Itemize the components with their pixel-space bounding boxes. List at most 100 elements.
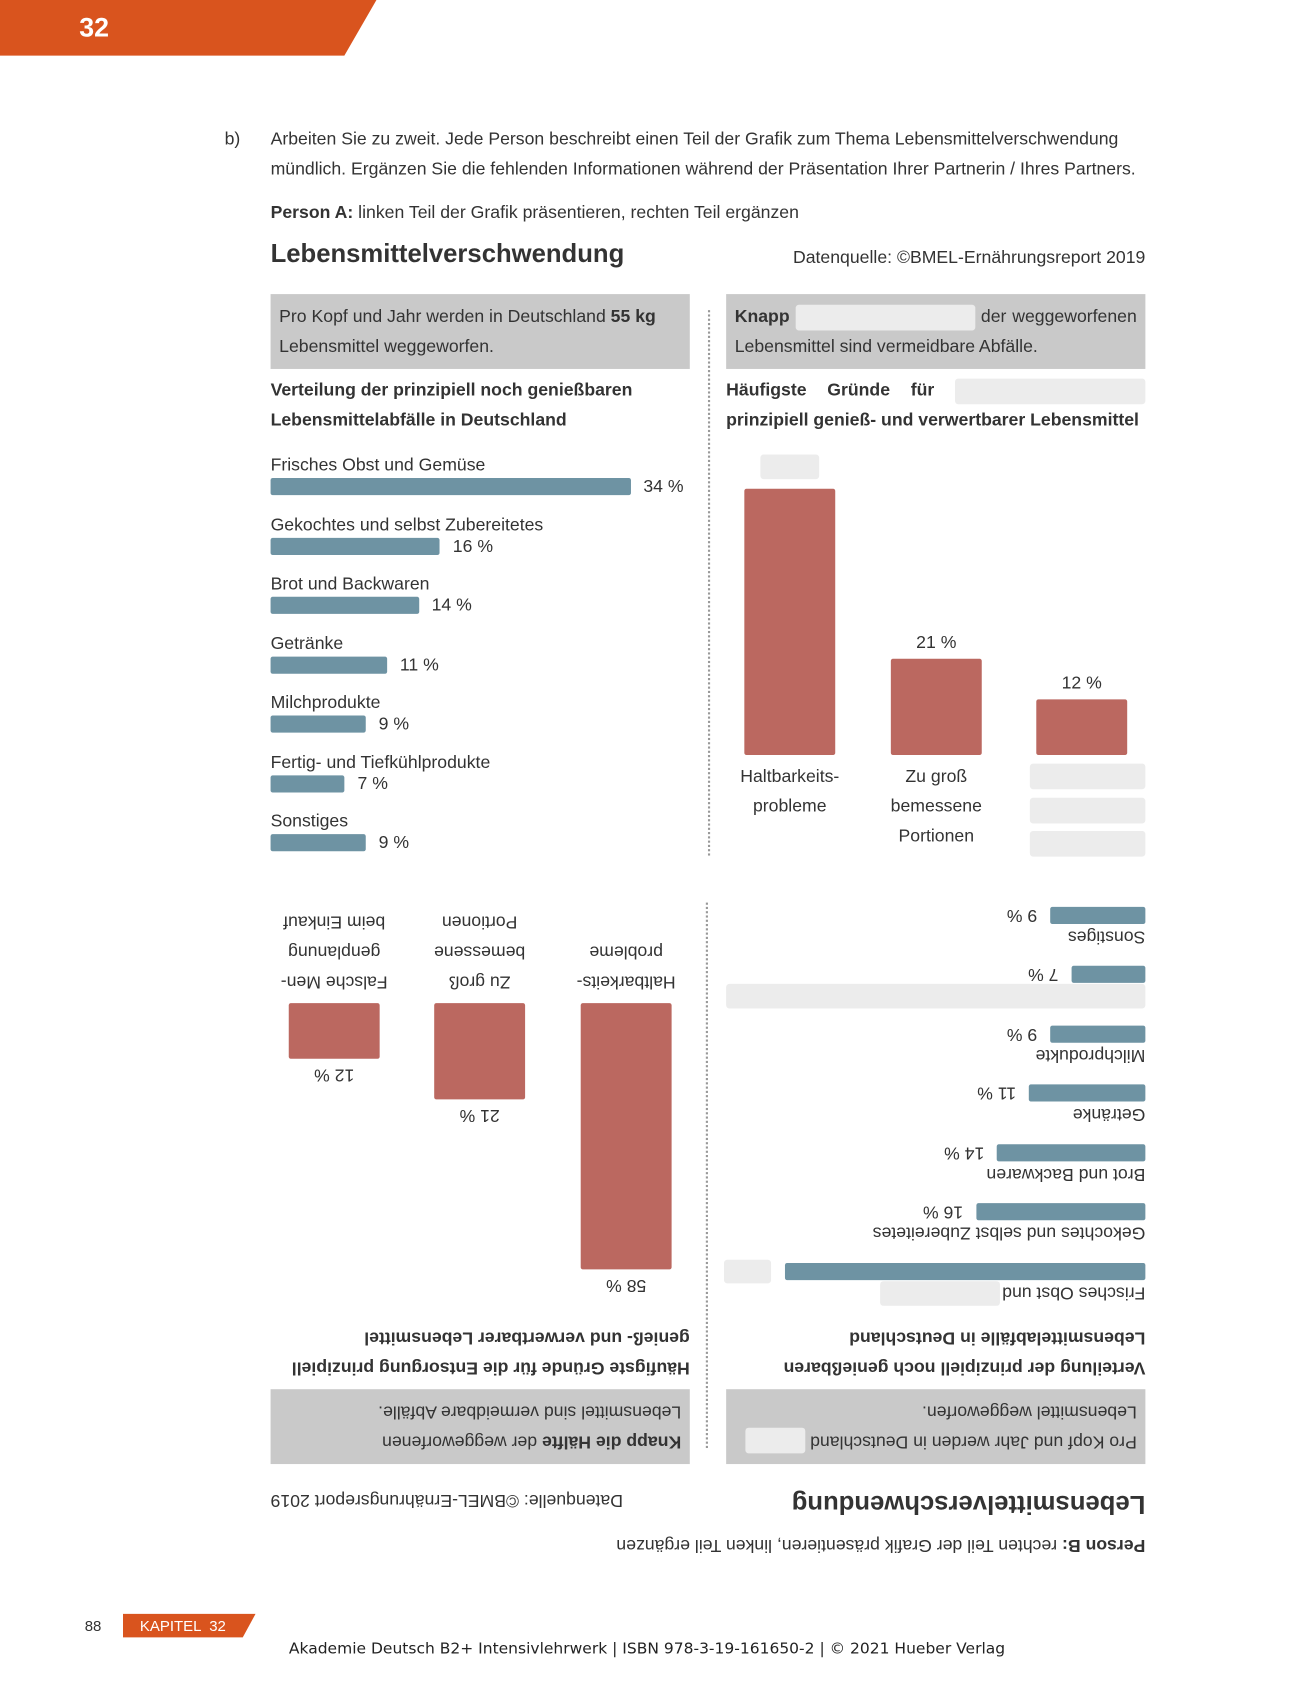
box-text: Lebensmittel weggeworfen. <box>279 336 494 357</box>
source: Datenquelle: ©BMEL-Ernährungsreport 2019 <box>270 1490 623 1511</box>
box-text: Lebensmittel weggeworfen. <box>921 1402 1137 1422</box>
role: Person A: <box>270 203 354 223</box>
category-label: Falsche Men- <box>280 972 388 992</box>
blank <box>724 1259 772 1284</box>
chart-title: Häufigste Gründe für prinzipiell genieß-… <box>726 375 1146 435</box>
category-label: Getränke <box>1072 1105 1146 1125</box>
value-label: 9 % <box>1006 1024 1038 1044</box>
category-label: genplanung <box>288 942 381 962</box>
divider <box>705 902 708 1449</box>
fact-box: Pro Kopf und Jahr werden in Deutschland … <box>270 294 690 369</box>
category-label: Getränke <box>270 633 344 653</box>
blank <box>745 1428 806 1454</box>
fact-box: Knapp der weggeworfenen Lebensmittel sin… <box>726 294 1146 369</box>
category-label: Zu groß <box>905 766 968 787</box>
box-bold: 55 kg <box>610 306 656 327</box>
value-label: 9 % <box>378 833 410 853</box>
value-label: 7 % <box>1028 965 1059 985</box>
blank <box>1029 797 1146 824</box>
category-label: bemessene <box>890 796 982 816</box>
part-a: Person A: linken Teil der Grafik präsent… <box>214 198 1202 1560</box>
chapter-tab <box>122 1613 256 1638</box>
category-label: bemessene <box>434 942 526 962</box>
category-label: probleme <box>752 796 827 816</box>
bar <box>1050 906 1146 924</box>
value-label: 16 % <box>452 536 494 556</box>
blank <box>880 1281 1000 1306</box>
title: Lebensmittelverschwendung <box>270 239 625 269</box>
box-text: der weggeworfenen Lebensmittel sind verm… <box>734 306 1137 357</box>
value-label: 14 % <box>944 1143 985 1163</box>
box-text: Pro Kopf und Jahr werden in Deutschland <box>810 1431 1137 1452</box>
value-label: 21 % <box>916 632 957 653</box>
value-label: 11 % <box>977 1083 1017 1104</box>
bar <box>270 834 366 852</box>
box-bold: Knapp <box>734 306 790 327</box>
bar <box>975 1203 1146 1221</box>
category-label: probleme <box>589 942 663 962</box>
bar <box>270 537 440 555</box>
value-label: 34 % <box>643 476 684 497</box>
category-label: Gekochtes und selbst Zubereitetes <box>872 1223 1146 1244</box>
category-label: Haltbarkeits- <box>576 972 676 992</box>
bar <box>890 658 982 756</box>
instruction-text: linken Teil der Grafik präsentieren, rec… <box>358 203 799 223</box>
bar <box>434 1003 526 1100</box>
bar <box>997 1144 1146 1162</box>
bar <box>270 596 419 614</box>
value-label: 12 % <box>1061 674 1102 694</box>
chart-title-text: Häufigste Gründe für <box>726 380 935 400</box>
footer-chapter: KAPITEL 32 <box>139 1616 226 1635</box>
blank <box>795 304 976 331</box>
divider <box>707 310 711 856</box>
blank <box>760 454 820 480</box>
bar <box>270 656 388 674</box>
category-label: Milchprodukte <box>270 692 381 713</box>
chart-title: Verteilung der prinzipiell noch genießba… <box>783 1328 1146 1378</box>
category-label: beim Einkauf <box>283 912 386 932</box>
footer-imprint: Akademie Deutsch B2+ Intensivlehrwerk | … <box>288 1640 1006 1658</box>
header-tab <box>0 0 377 56</box>
task-text: Arbeiten Sie zu zweit. Jede Person besch… <box>270 129 1136 179</box>
category-label: Portionen <box>441 912 518 932</box>
chart-title-text: prinzipiell genieß- und verwertbarer Leb… <box>726 410 1139 430</box>
value-label: 16 % <box>922 1202 964 1222</box>
category-label: Zu groß <box>448 972 511 992</box>
value-label: 9 % <box>378 714 410 734</box>
value-label: 58 % <box>606 1276 647 1296</box>
value-label: 11 % <box>399 655 439 675</box>
fact-box: Pro Kopf und Jahr werden in Deutschland … <box>726 1389 1146 1465</box>
category-label: Frisches Obst und Gemüse <box>270 455 486 475</box>
blank <box>1029 763 1146 790</box>
box-text: Pro Kopf und Jahr werden in Deutschland <box>279 306 606 327</box>
box-bold: Knapp die Hälfte <box>542 1431 682 1452</box>
blank <box>726 983 1146 1009</box>
value-label: 14 % <box>431 595 472 615</box>
category-label: Fertig- und Tiefkühlprodukte <box>270 752 491 772</box>
bar <box>785 1263 1146 1281</box>
bar <box>270 478 631 496</box>
bar <box>270 774 345 792</box>
value-label: 7 % <box>357 773 388 793</box>
footer-page: 88 <box>84 1616 102 1635</box>
category-label: Milchprodukte <box>1035 1045 1146 1066</box>
instruction: Person A: linken Teil der Grafik präsent… <box>271 198 799 228</box>
bar <box>1050 1025 1146 1043</box>
blank <box>1029 830 1146 857</box>
bar <box>1028 1084 1146 1103</box>
bar <box>744 488 836 756</box>
chart-title: Häufigste Gründe für die Entsorgung prin… <box>291 1328 690 1378</box>
fact-box: Knapp die Hälfte der weggeworfenen Leben… <box>270 1389 690 1465</box>
category-label: Brot und Backwaren <box>270 574 430 594</box>
bar <box>1071 966 1146 984</box>
instruction: Person B: rechten Teil der Grafik präsen… <box>616 1530 1145 1560</box>
bar <box>1036 699 1128 756</box>
value-label: 9 % <box>1006 905 1038 926</box>
source: Datenquelle: ©BMEL-Ernährungsreport 2019 <box>792 248 1146 268</box>
bar <box>580 1003 672 1270</box>
blank <box>955 378 1146 404</box>
category-label: Sonstiges <box>270 811 349 831</box>
category-label: Portionen <box>898 826 975 846</box>
bar <box>270 715 366 733</box>
